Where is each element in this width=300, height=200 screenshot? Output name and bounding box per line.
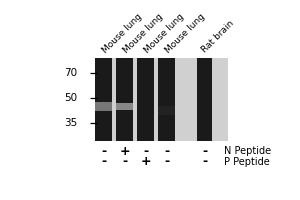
- Text: -: -: [164, 155, 169, 168]
- Text: +: +: [119, 145, 130, 158]
- Text: -: -: [101, 145, 106, 158]
- Text: Rat brain: Rat brain: [200, 19, 236, 55]
- Bar: [97, 58, 228, 141]
- Text: -: -: [164, 145, 169, 158]
- Text: -: -: [202, 145, 208, 158]
- Text: Mouse lung: Mouse lung: [143, 12, 186, 55]
- Text: -: -: [143, 145, 148, 158]
- Text: Mouse lung: Mouse lung: [164, 12, 207, 55]
- Bar: [158, 106, 175, 115]
- Bar: [116, 103, 134, 110]
- Text: 35: 35: [64, 118, 77, 128]
- Bar: [95, 58, 112, 141]
- Text: +: +: [140, 155, 151, 168]
- Text: 50: 50: [64, 93, 77, 103]
- Text: 70: 70: [64, 68, 77, 78]
- Bar: [137, 58, 154, 141]
- Bar: [95, 102, 112, 111]
- Text: -: -: [122, 155, 127, 168]
- Text: Mouse lung: Mouse lung: [122, 12, 165, 55]
- Text: P Peptide: P Peptide: [224, 157, 269, 167]
- Bar: [158, 58, 175, 141]
- Bar: [116, 58, 134, 141]
- Text: N Peptide: N Peptide: [224, 146, 271, 156]
- Text: Mouse lung: Mouse lung: [101, 12, 144, 55]
- Text: -: -: [202, 155, 208, 168]
- Text: -: -: [101, 155, 106, 168]
- Bar: [197, 58, 212, 141]
